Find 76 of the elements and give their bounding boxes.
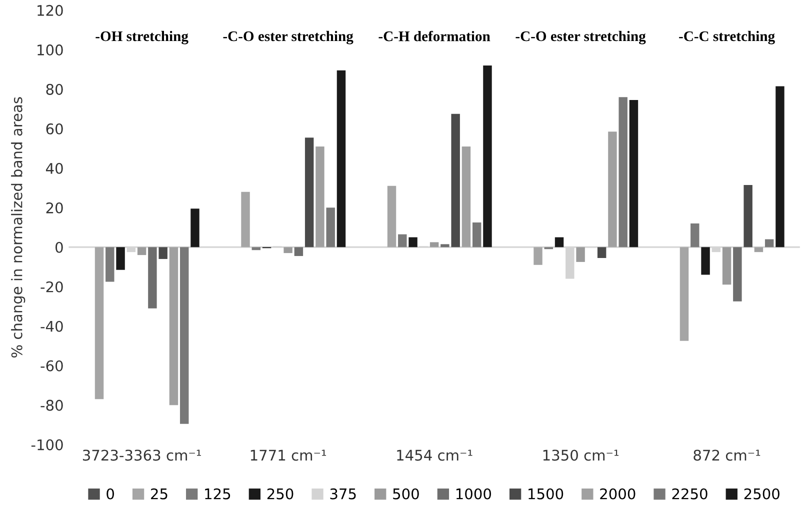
bar: [701, 247, 710, 275]
bar: [137, 247, 146, 256]
bar: [440, 244, 450, 248]
x-tick-label: 1454 cm⁻¹: [397, 450, 472, 461]
bar: [408, 237, 418, 248]
y-tick-label: 40: [46, 162, 63, 174]
bar: [462, 146, 471, 248]
bar: [398, 234, 407, 248]
legend-label: 2000: [600, 488, 636, 500]
annotation: -C-H deformation: [378, 30, 490, 42]
bar: [169, 247, 178, 406]
legend-label: 250: [267, 488, 294, 500]
bar: [764, 239, 774, 248]
x-tick-label: 1350 cm⁻¹: [543, 450, 619, 461]
legend-label: 0: [106, 488, 114, 500]
bar: [430, 242, 439, 248]
y-tick-label: -20: [40, 281, 63, 292]
bar: [618, 97, 628, 248]
y-tick-label: 120: [38, 4, 63, 16]
legend-label: 2250: [672, 488, 708, 500]
bar: [776, 86, 784, 248]
y-axis-title: % change in normalized band areas: [11, 97, 26, 358]
bar: [94, 247, 104, 400]
bar: [733, 247, 742, 302]
bar: [316, 146, 324, 248]
y-tick-label: 20: [46, 202, 63, 214]
bar: [106, 247, 114, 282]
bar: [483, 66, 492, 248]
y-tick-label: -60: [40, 360, 63, 372]
bar: [608, 132, 617, 248]
bar: [294, 247, 304, 256]
y-tick-label: 80: [46, 84, 63, 95]
x-tick-label: 3723-3363 cm⁻¹: [82, 450, 201, 461]
bar: [336, 70, 346, 248]
bar: [629, 100, 638, 248]
bar: [744, 184, 752, 248]
bar: [754, 247, 764, 252]
bar: [158, 247, 168, 259]
legend-label: 500: [393, 488, 419, 500]
bar: [241, 192, 250, 248]
legend-label: 1000: [456, 488, 491, 500]
annotation: -OH stretching: [96, 30, 188, 44]
y-tick-label: 100: [38, 44, 63, 56]
legend-label: 25: [151, 488, 168, 500]
bar: [451, 114, 460, 248]
bar: [326, 208, 335, 248]
bar: [180, 247, 189, 424]
bar: [304, 138, 314, 248]
legend-label: 375: [330, 488, 356, 500]
bar: [534, 247, 542, 265]
x-tick-label: 872 cm⁻¹: [694, 450, 760, 461]
annotation: -C-O ester stretching: [223, 30, 354, 44]
bar: [387, 186, 396, 248]
y-tick-label: 0: [56, 242, 63, 253]
x-tick-label: 1771 cm⁻¹: [250, 450, 326, 461]
bar: [116, 247, 125, 270]
legend-label: 125: [205, 488, 230, 500]
annotation: -C-C stretching: [679, 30, 775, 44]
legend-label: 2500: [744, 488, 780, 500]
bar: [148, 247, 157, 308]
bar: [284, 247, 292, 254]
bar: [690, 223, 700, 248]
bar: [252, 247, 261, 250]
y-tick-label: 60: [46, 123, 63, 134]
bar: [190, 208, 200, 248]
bar: [576, 247, 585, 262]
y-tick-label: -80: [40, 400, 63, 411]
legend-label: 1500: [528, 488, 564, 500]
bar: [680, 247, 689, 341]
y-tick-label: -40: [40, 320, 63, 332]
bar: [554, 237, 564, 248]
bar: [597, 247, 606, 258]
y-tick-label: -100: [31, 439, 63, 450]
bar: [472, 222, 482, 248]
bar: [722, 247, 732, 285]
annotation: -C-O ester stretching: [516, 30, 646, 44]
